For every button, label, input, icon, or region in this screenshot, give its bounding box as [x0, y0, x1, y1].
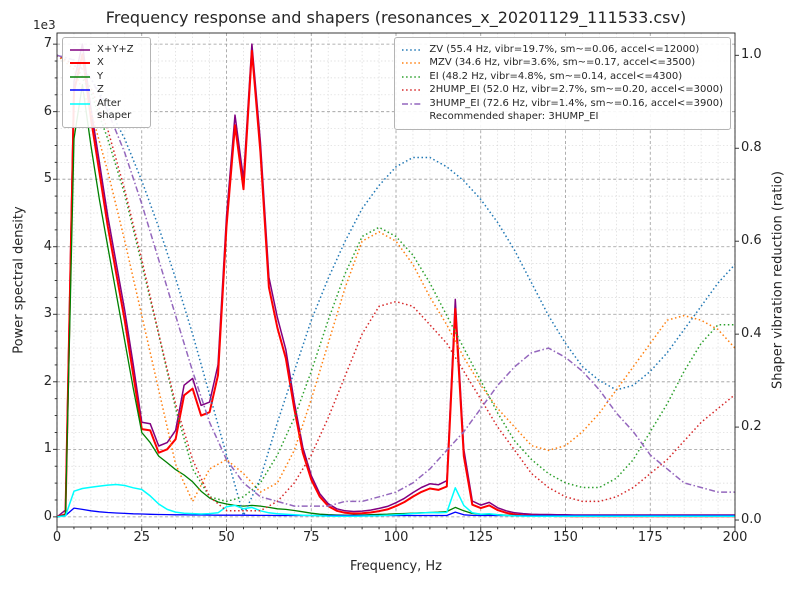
curve-psd-z [57, 507, 735, 518]
legend-line-sample [401, 72, 423, 82]
legend-psd: X+Y+Z X Y Z After shaper [62, 37, 151, 128]
legend-item: Z [69, 84, 143, 96]
y-right-tick-label: 1.0 [741, 47, 762, 63]
legend-item: 2HUMP_EI (52.0 Hz, vibr=2.7%, sm~=0.20, … [401, 84, 723, 96]
x-tick-label: 150 [553, 530, 578, 545]
legend-label: EI (48.2 Hz, vibr=4.8%, sm~=0.14, accel<… [429, 70, 683, 82]
curve-shaper-3hump_ei [57, 54, 735, 507]
legend-line-sample [69, 85, 91, 95]
tick-marks [53, 43, 739, 531]
y-left-tick-label: 3 [43, 306, 52, 322]
x-tick-label: 175 [637, 530, 663, 545]
y-right-tick-label: 0.8 [741, 140, 762, 156]
curve-shaper-ei [57, 54, 735, 503]
curve-shaper-mzv [57, 54, 735, 504]
y-axis-label-right: Shaper vibration reduction (ratio) [770, 171, 786, 389]
y-left-tick-label: 5 [43, 171, 52, 187]
y-left-tick-label: 1 [43, 441, 52, 457]
legend-item: X [69, 57, 143, 69]
curve-shaper-zv [57, 54, 735, 518]
legend-recommendation: Recommended shaper: 3HUMP_EI [401, 111, 723, 123]
legend-item: ZV (55.4 Hz, vibr=19.7%, sm~=0.06, accel… [401, 44, 723, 56]
curve-shaper-2hump_ei [57, 54, 735, 512]
x-tick-label: 75 [302, 530, 320, 545]
x-tick-label: 200 [722, 530, 748, 545]
legend-line-sample [69, 99, 91, 109]
x-tick-label: 50 [218, 530, 235, 545]
legend-item: After shaper [69, 98, 143, 122]
y-left-tick-label: 7 [43, 36, 52, 52]
x-tick-label: 25 [133, 530, 151, 545]
legend-label: 3HUMP_EI (72.6 Hz, vibr=1.4%, sm~=0.16, … [429, 97, 723, 109]
legend-line-sample [401, 85, 423, 95]
y-left-tick-label: 4 [43, 238, 52, 254]
legend-label: After shaper [97, 97, 132, 121]
legend-line-sample [401, 112, 423, 122]
y-right-tick-label: 0.2 [741, 419, 762, 435]
y-right-tick-label: 0.6 [741, 233, 762, 249]
y-left-tick-label: 6 [43, 103, 52, 119]
legend-line-sample [69, 58, 91, 68]
legend-item: X+Y+Z [69, 44, 143, 56]
curve-psd-after-shaper [57, 483, 735, 518]
legend-line-sample [401, 99, 423, 109]
y-right-tick-label: 0.0 [741, 512, 762, 528]
y-axis-label-left: Power spectral density [11, 206, 27, 354]
legend-label: X [97, 57, 104, 68]
legend-label: X+Y+Z [97, 43, 134, 55]
legend-item: EI (48.2 Hz, vibr=4.8%, sm~=0.14, accel<… [401, 71, 723, 83]
x-tick-label: 0 [52, 530, 62, 545]
legend-note: Recommended shaper: 3HUMP_EI [429, 111, 599, 122]
x-tick-label: 125 [468, 530, 494, 545]
legend-shapers: ZV (55.4 Hz, vibr=19.7%, sm~=0.06, accel… [394, 37, 731, 130]
y-left-tick-label: 0 [43, 508, 52, 524]
legend-line-sample [69, 45, 91, 55]
legend-line-sample [69, 72, 91, 82]
legend-label: 2HUMP_EI (52.0 Hz, vibr=2.7%, sm~=0.20, … [429, 84, 723, 95]
legend-item: MZV (34.6 Hz, vibr=3.6%, sm~=0.17, accel… [401, 57, 723, 69]
y-left-tick-label: 2 [43, 373, 52, 389]
x-axis-label: Frequency, Hz [349, 559, 443, 574]
legend-label: ZV (55.4 Hz, vibr=19.7%, sm~=0.06, accel… [429, 43, 700, 55]
legend-label: MZV (34.6 Hz, vibr=3.6%, sm~=0.17, accel… [429, 57, 696, 68]
legend-line-sample [401, 45, 423, 55]
legend-line-sample [401, 58, 423, 68]
x-tick-label: 100 [383, 530, 409, 545]
y-axis-offset-label: 1e3 [33, 18, 56, 32]
legend-label: Y [97, 70, 104, 82]
chart-title: Frequency response and shapers (resonanc… [105, 8, 687, 27]
legend-item: Y [69, 71, 143, 83]
y-right-tick-label: 0.4 [741, 326, 762, 342]
legend-label: Z [97, 84, 104, 95]
legend-item: 3HUMP_EI (72.6 Hz, vibr=1.4%, sm~=0.16, … [401, 98, 723, 110]
